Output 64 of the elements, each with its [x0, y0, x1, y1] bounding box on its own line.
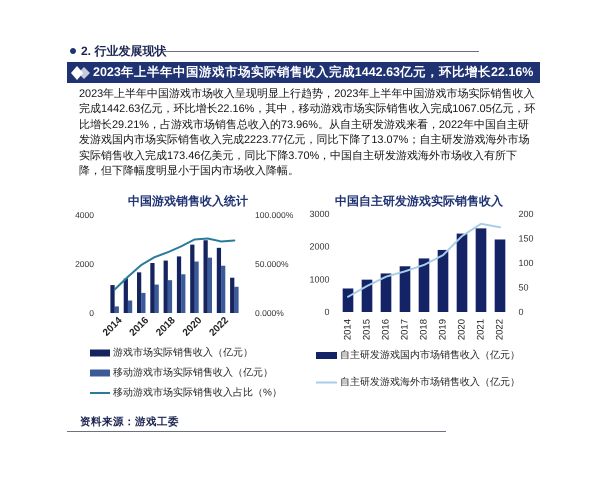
legend-label: 移动游戏市场实际销售收入占比（%） — [113, 386, 282, 398]
text: 资料来源：游戏工委 — [80, 416, 179, 429]
bar — [141, 292, 146, 313]
text: 2. 行业发展现状 — [81, 44, 166, 58]
bar — [190, 244, 194, 313]
chart-title: 中国自主研发游戏实际销售收入 — [335, 194, 504, 208]
bar — [380, 273, 392, 312]
bar — [221, 266, 226, 313]
y2-tick-label: 200 — [518, 209, 534, 219]
text: 2023年上半年中国游戏市场实际销售收入完成1442.63亿元，环比增长22.16% — [93, 64, 534, 81]
legend-label: 游戏市场实际销售收入（亿元） — [113, 346, 253, 358]
legend-label: 自主研发游戏国内市场销售收入（亿元） — [340, 349, 520, 361]
x-tick-label: 2022 — [494, 319, 506, 340]
legend-label: 自主研发游戏海外市场销售收入（亿元） — [340, 376, 520, 388]
y-tick-label: 3000 — [309, 209, 330, 219]
y-tick-label: 4000 — [75, 210, 94, 220]
chart-title: 中国游戏销售收入统计 — [128, 194, 248, 208]
legend-label: 移动游戏市场实际销售收入（亿元） — [113, 366, 273, 378]
bar — [476, 228, 486, 312]
bar — [418, 258, 430, 312]
y2-tick-label: 50 — [518, 282, 529, 292]
bar — [208, 258, 212, 313]
x-tick-label: 2016 — [380, 319, 392, 340]
bar — [216, 248, 222, 313]
y-tick-label: 2000 — [75, 259, 94, 269]
bar — [124, 278, 128, 313]
x-tick-label: 2018 — [418, 319, 430, 340]
bar — [176, 256, 182, 313]
bar — [456, 234, 468, 312]
y2-tick-label: 100.000% — [255, 210, 294, 220]
bar — [164, 260, 168, 313]
bar — [400, 266, 410, 312]
bar — [136, 272, 142, 313]
bar — [168, 280, 172, 313]
bar — [342, 288, 354, 312]
x-tick-label: 2015 — [362, 319, 372, 340]
bar — [230, 278, 234, 313]
y2-tick-label: 150 — [518, 234, 534, 244]
bar — [203, 240, 208, 313]
bar — [128, 300, 132, 313]
text: 2023年上半年中国游戏市场收入呈现明显上行趋势，2023年上半年中国游戏市场实际销售收入完成1442.63亿元，环比增长22.16%，其中，移动游戏市场实际销售收入完成1067.05亿元，环比增长29.21%，占游戏市场销售总收入的73.96%。从自主研发游戏来看，2022年中国自主研发游戏国内市场实际销售收入完成2223.77亿元，同比下降了13.07%；自主研发游戏海外市场实际销售收入完成173.46亿美元，同比下降3.70%，中国自主研发游戏海外市场收入有所下降，但下降幅度明显小于国内市场收入降幅。 — [79, 87, 537, 180]
y-tick-label: 2000 — [309, 242, 330, 252]
bar — [234, 286, 239, 313]
y2-tick-label: 0 — [518, 307, 524, 317]
x-tick-label: 2019 — [438, 319, 448, 340]
y-tick-label: 0 — [89, 308, 94, 318]
bar — [362, 280, 372, 312]
bar — [150, 263, 155, 313]
x-tick-label: 2020 — [456, 319, 468, 340]
bar — [438, 250, 448, 312]
x-tick-label: 2014 — [342, 319, 354, 340]
bar — [114, 306, 119, 313]
x-tick-label: 2017 — [400, 319, 410, 340]
bar — [154, 284, 159, 313]
y-tick-label: 0 — [324, 307, 330, 317]
y2-tick-label: 100 — [518, 258, 534, 268]
bar — [494, 239, 506, 312]
x-tick-label: 2021 — [476, 319, 486, 340]
y2-tick-label: 50.000% — [255, 259, 289, 269]
y2-tick-label: 0.000% — [255, 308, 284, 318]
y-tick-label: 1000 — [309, 274, 330, 284]
bar — [194, 262, 199, 313]
bar — [110, 285, 115, 313]
bar — [181, 274, 186, 313]
